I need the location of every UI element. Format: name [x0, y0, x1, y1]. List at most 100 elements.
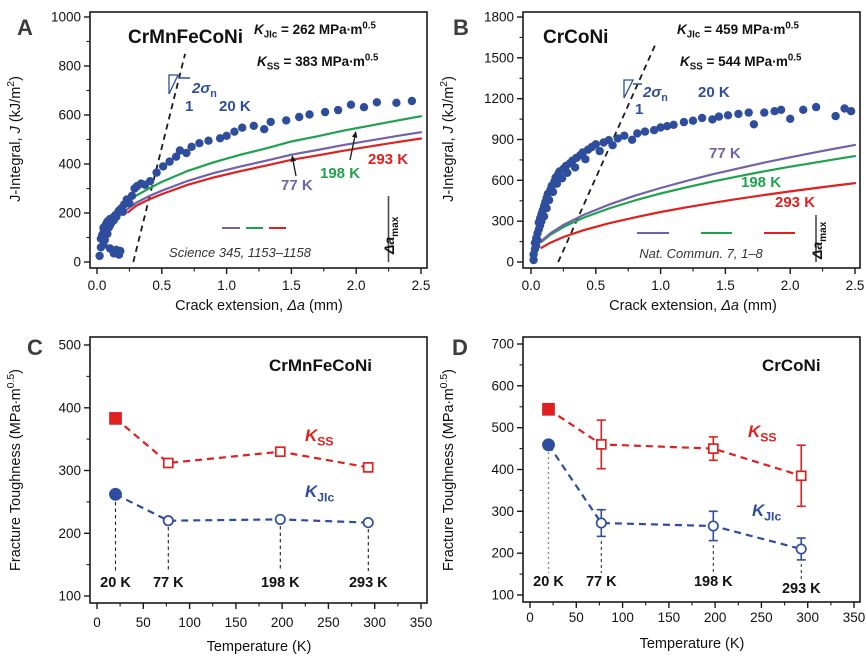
y-tick-label: 400: [58, 400, 81, 415]
data-point: [222, 131, 231, 140]
data-point: [204, 136, 213, 145]
y-tick-label: 600: [491, 378, 514, 393]
x-tick-label: 250: [317, 615, 340, 630]
kjic-annotation: KJIc = 262 MPa∙m0.5: [254, 20, 376, 40]
data-point: [175, 146, 185, 155]
delta-a-max-label: Δamax: [381, 216, 401, 255]
data-point: [125, 199, 134, 208]
arrow-77K-head: [290, 155, 296, 162]
panel-letter: B: [453, 15, 469, 40]
data-point: [295, 112, 304, 122]
data-point: [608, 141, 617, 150]
reference-text: Nat. Commun. 7, 1–8: [639, 246, 763, 261]
data-point: [734, 109, 743, 119]
kss-label: KSS: [748, 422, 777, 445]
slope-one: 1: [635, 101, 643, 118]
data-point: [688, 116, 698, 125]
y-tick-label: 600: [58, 108, 81, 123]
label-77K: 77 K: [281, 177, 313, 194]
y-tick-label: 300: [58, 463, 81, 478]
blunting-slope-line: [557, 41, 658, 263]
data-point: [552, 179, 562, 188]
x-axis: 0 50 100 150 200 250 300 350: [93, 603, 432, 630]
series-KJIc: [542, 438, 807, 561]
data-point: [215, 134, 225, 143]
y-tick-label: 0: [506, 255, 514, 270]
x-tick-label: 200: [271, 615, 294, 630]
marker-circle: [542, 438, 555, 452]
marker-square: [362, 462, 374, 473]
data-point: [595, 146, 604, 156]
data-point: [266, 117, 275, 127]
data-point: [407, 96, 417, 106]
data-point: [744, 108, 753, 117]
data-point: [305, 110, 314, 119]
kss-annotation: KSS = 544 MPa∙m0.5: [680, 52, 802, 72]
panel-bg: [433, 331, 866, 662]
data-point: [182, 148, 191, 158]
data-point: [846, 107, 856, 116]
y-axis: 100 200 300 400 500: [58, 338, 90, 604]
y-axis: 100 200 300 400 500 600 700: [491, 337, 523, 603]
data-point: [539, 212, 549, 221]
y-axis: 0 200 400 600 800 1000: [51, 10, 90, 270]
data-point: [591, 140, 600, 149]
y-tick-label: 0: [73, 255, 81, 270]
y-tick-label: 1000: [51, 10, 81, 25]
data-point: [249, 121, 258, 130]
y-tick-label: 200: [491, 546, 514, 561]
x-tick-label: 250: [750, 610, 773, 625]
marker-circle: [795, 543, 807, 555]
curve-198K: [121, 115, 423, 207]
data-point: [230, 127, 239, 136]
y-tick-label: 900: [491, 132, 514, 147]
x-axis: 0 50 100 150 200 250 300 350: [526, 602, 865, 625]
y-tick-label: 100: [491, 588, 514, 603]
label-198K: 198 K: [320, 165, 360, 182]
data-point: [840, 104, 849, 113]
data-point: [145, 177, 155, 186]
marker-square: [274, 446, 286, 458]
data-point: [544, 195, 554, 205]
label-77K: 77 K: [709, 145, 741, 162]
y-tick-label: 800: [58, 59, 81, 74]
temp-label-198K: 198 K: [694, 574, 733, 590]
label-20K: 20 K: [219, 98, 251, 115]
kjic-annotation: KJIc = 459 MPa∙m0.5: [677, 20, 799, 40]
data-point: [581, 155, 590, 164]
marker-circle: [274, 513, 286, 525]
x-tick-label: 100: [178, 615, 201, 630]
kjic-label: KJIc: [752, 501, 781, 524]
marker-circle: [595, 517, 607, 529]
x-tick-label: 1.0: [651, 278, 670, 293]
temp-label-20K: 20 K: [533, 574, 564, 590]
y-tick-label: 1200: [484, 91, 514, 106]
data-point: [662, 122, 672, 131]
data-point: [563, 168, 572, 177]
x-tick-label: 0: [526, 610, 534, 625]
arrow-77K: [292, 158, 297, 177]
panel-D-toughness-CrCoNi: 0 50 100 150 200 250 300 350 100 200 300 400 500 600 7…: [433, 331, 866, 662]
y-axis-title: J-Integral, J (kJ/m2): [6, 76, 24, 202]
marker-circle: [362, 517, 374, 529]
marker-square: [162, 457, 174, 469]
marker-square: [707, 443, 719, 454]
panel-B-jintegral-CrCoNi: 0.0 0.5 1.0 1.5 2.0 2.5 0 300 600 900 1200 1500 1800…: [433, 0, 866, 331]
data-point: [760, 108, 769, 117]
series-line: [547, 408, 802, 477]
data-point: [158, 162, 168, 171]
x-tick-label: 2.5: [846, 278, 865, 293]
data-point: [152, 168, 161, 177]
y-tick-label: 300: [491, 214, 514, 229]
data-point: [656, 123, 665, 132]
panel-title: CrCoNi: [543, 27, 608, 48]
series-line: [115, 493, 369, 524]
data-point: [570, 163, 580, 172]
x-axis-title: Crack extension, Δa (mm): [609, 298, 777, 314]
data-point: [165, 157, 174, 166]
curve-77K: [540, 143, 857, 243]
x-axis: 0.0 0.5 1.0 1.5 2.0 2.5: [522, 268, 865, 293]
x-tick-label: 100: [611, 610, 634, 625]
temp-label-293K: 293 K: [349, 575, 388, 591]
